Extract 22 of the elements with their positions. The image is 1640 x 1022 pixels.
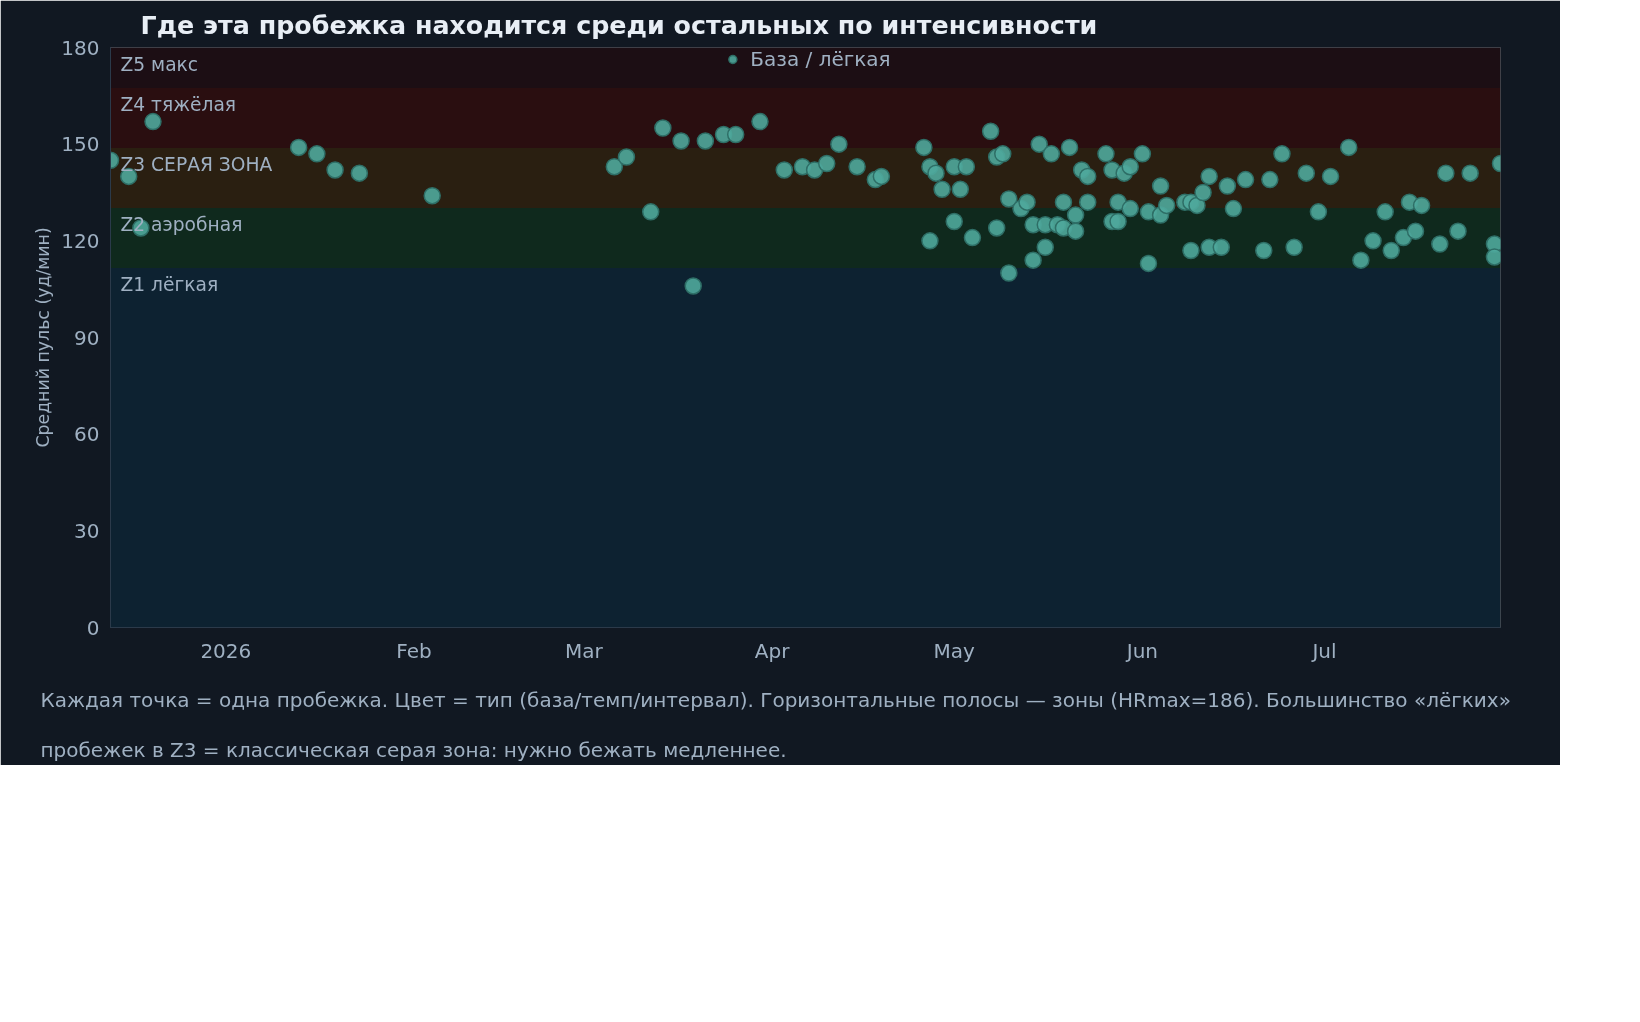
band-label: Z5 макс [120,53,199,75]
x-tick-label: Feb [396,638,432,663]
band-label: Z4 тяжёлая [120,94,237,116]
x-tick-label: May [933,638,976,663]
x-tick-label: Jul [1310,638,1337,663]
x-tick-label: 2026 [200,638,252,663]
y-tick-label: 120 [61,228,100,253]
y-tick-label: 150 [61,132,100,157]
text: Каждая точка = одна пробежка. Цвет = тип (база/темп/интервал). Горизонтальные полосы — зоны (HRmax=186). Большинство «лёгких» пробежек в Z3 = классическая серая зона: нужно бежать медленнее. [40,687,1511,762]
y-tick-label: 30 [74,518,100,543]
band-label: Z3 СЕРАЯ ЗОНА [120,154,273,176]
legend-label: База / лёгкая [750,47,891,71]
x-tick-label: Apr [754,638,791,663]
y-axis-title: Средний пульс (уд/мин) [33,227,54,448]
band-label: Z1 лёгкая [120,273,219,295]
y-tick-label: 90 [74,325,100,350]
y-tick-label: 0 [86,615,100,640]
y-tick-label: 180 [61,35,100,60]
chart-title: Где эта пробежка находится среди остальных по интенсивности [140,10,1098,40]
y-tick-label: 60 [74,422,100,447]
x-tick-label: Jun [1124,638,1158,663]
x-tick-label: Mar [565,638,604,663]
